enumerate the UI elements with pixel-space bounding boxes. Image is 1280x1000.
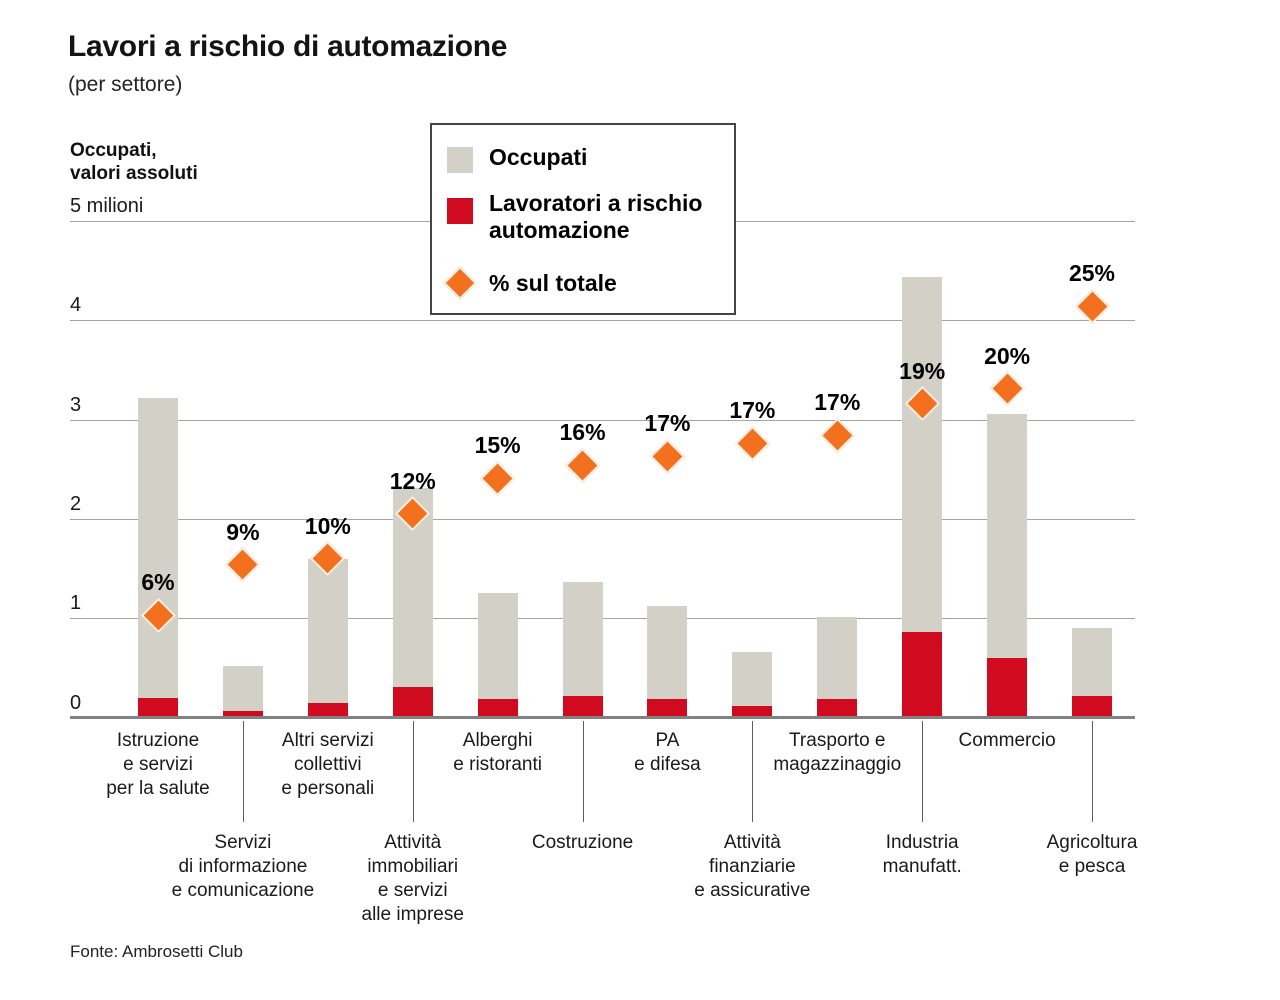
bar-occupati — [222, 665, 263, 718]
category-label: Trasporto e magazzinaggio — [773, 730, 902, 775]
diamond-shape — [443, 266, 477, 300]
diamond-shape — [989, 371, 1025, 407]
percent-marker — [734, 425, 771, 462]
page-subtitle: (per settore) — [68, 73, 183, 96]
category-label: Costruzione — [531, 832, 634, 853]
percent-label: 12% — [389, 467, 436, 494]
category-leader-line — [752, 721, 754, 822]
bar-rischio — [307, 702, 348, 718]
diamond-shape — [1074, 288, 1110, 325]
gridline — [70, 419, 1135, 421]
percent-label: 9% — [226, 518, 260, 545]
percent-label: 25% — [1068, 260, 1116, 287]
bar-rischio — [138, 697, 178, 718]
category-label: Industria manufatt. — [882, 832, 962, 877]
percent-label: 17% — [729, 397, 776, 424]
percent-label: 17% — [814, 389, 861, 416]
y-tick-label: 5 milioni — [70, 195, 144, 217]
bar-rischio — [987, 657, 1028, 718]
percent-marker — [479, 460, 516, 496]
legend-diamond-icon — [443, 266, 477, 300]
diamond-shape — [649, 438, 686, 475]
percent-marker — [310, 540, 346, 577]
percent-label: 15% — [474, 432, 521, 459]
percent-label: 20% — [984, 342, 1031, 369]
page-title: Lavori a rischio di automazione — [68, 30, 508, 63]
percent-label: 10% — [304, 512, 351, 539]
bar-occupati — [562, 582, 603, 718]
gridline — [70, 320, 1135, 322]
percent-marker — [225, 546, 261, 583]
legend-swatch-occupati — [447, 147, 473, 173]
x-axis-baseline — [70, 716, 1135, 719]
category-label: Agricoltura e pesca — [1046, 832, 1138, 877]
diamond-shape — [479, 460, 516, 496]
legend-swatch-rischio — [447, 198, 473, 224]
y-axis-title-line1: Occupati, — [70, 140, 157, 161]
diamond-shape — [310, 540, 346, 577]
source-note: Fonte: Ambrosetti Club — [70, 942, 243, 961]
category-leader-line — [1092, 721, 1093, 822]
bar-rischio — [817, 698, 858, 718]
bar-occupati — [138, 397, 178, 718]
y-axis-title-line2: valori assoluti — [70, 163, 198, 184]
category-leader-line — [242, 721, 244, 822]
bar-occupati — [307, 558, 348, 718]
y-tick-label: 0 — [70, 691, 82, 714]
percent-marker — [1074, 288, 1110, 325]
percent-label: 6% — [141, 569, 175, 596]
percent-label: 19% — [899, 357, 946, 384]
percent-marker — [395, 496, 431, 532]
percent-marker — [649, 438, 686, 475]
y-axis-title: Occupati, valori assoluti — [70, 139, 198, 185]
diamond-shape — [225, 546, 261, 583]
category-label: Servizi di informazione e comunicazione — [171, 832, 315, 901]
legend-box: Occupati Lavoratori a rischio automazion… — [430, 123, 736, 315]
category-label: Alberghi e ristoranti — [453, 730, 542, 775]
category-leader-line — [412, 721, 414, 822]
bar-rischio — [1072, 695, 1112, 718]
category-label: PA e difesa — [634, 730, 701, 775]
percent-marker — [564, 447, 601, 483]
bar-rischio — [477, 698, 518, 718]
bar-rischio — [562, 695, 603, 718]
legend-label-occupati: Occupati — [489, 144, 588, 170]
bar-rischio — [902, 632, 943, 718]
category-leader-line — [582, 721, 584, 822]
diamond-shape — [395, 496, 431, 532]
category-label: Istruzione e servizi per la salute — [106, 730, 210, 799]
diamond-shape — [819, 417, 855, 454]
percent-marker — [140, 597, 176, 633]
percent-marker — [904, 386, 940, 422]
y-tick-label: 1 — [70, 592, 82, 615]
y-tick-label: 4 — [70, 294, 82, 317]
y-tick-label: 3 — [70, 393, 82, 416]
diamond-shape — [734, 425, 771, 462]
percent-label: 16% — [559, 419, 606, 446]
bar-rischio — [222, 710, 263, 718]
diamond-shape — [904, 386, 940, 422]
diamond-shape — [564, 447, 601, 483]
percent-marker — [819, 417, 855, 454]
y-tick-label: 2 — [70, 492, 82, 515]
bar-rischio — [647, 698, 688, 718]
category-label: Altri servizi collettivi e personali — [281, 730, 375, 799]
bar-rischio — [392, 686, 433, 718]
percent-marker — [989, 371, 1025, 407]
bar-rischio — [732, 705, 773, 718]
category-label: Attività finanziarie e assicurative — [694, 832, 811, 901]
legend-label-rischio: Lavoratori a rischio automazione — [489, 190, 703, 243]
percent-label: 17% — [644, 410, 691, 437]
category-leader-line — [922, 721, 924, 822]
bar-occupati — [477, 593, 518, 718]
category-label: Attività immobiliari e servizi alle impr… — [361, 832, 464, 925]
gridline — [70, 518, 1135, 520]
legend-label-percent: % sul totale — [489, 270, 617, 296]
diamond-shape — [140, 597, 176, 633]
category-label: Commercio — [958, 730, 1056, 751]
